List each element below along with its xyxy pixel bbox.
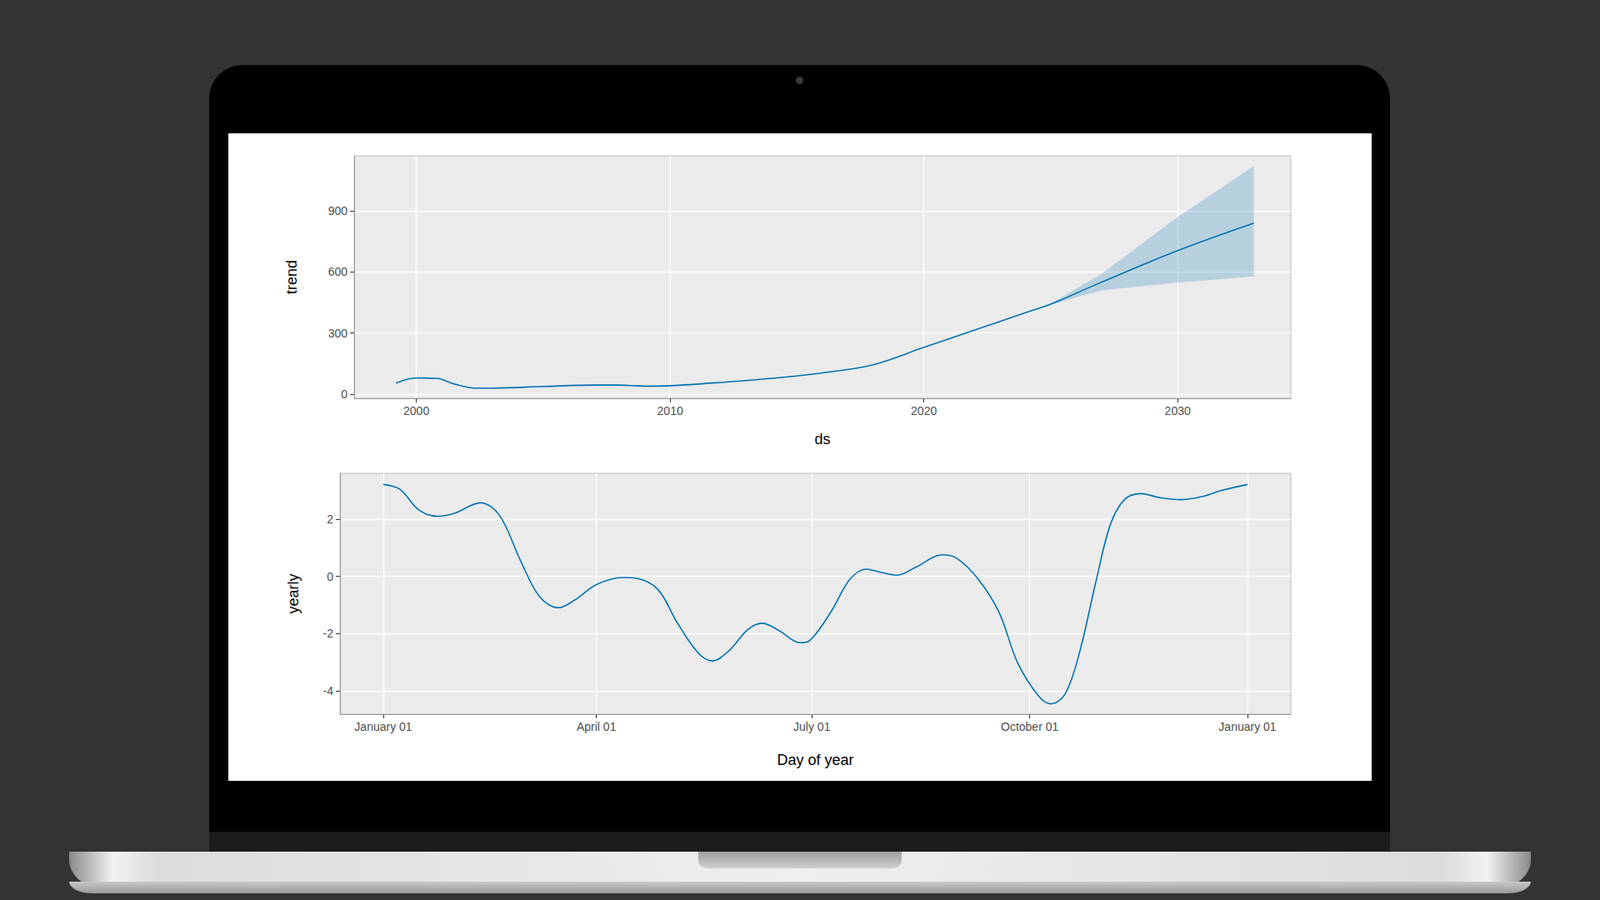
svg-text:900: 900 [328, 204, 349, 218]
svg-text:July 01: July 01 [793, 720, 831, 734]
svg-text:-2: -2 [323, 626, 335, 640]
svg-text:-4: -4 [323, 684, 335, 698]
svg-text:600: 600 [328, 265, 349, 279]
svg-text:ds: ds [814, 430, 830, 448]
svg-text:yearly: yearly [285, 573, 302, 614]
svg-text:April 01: April 01 [576, 720, 617, 734]
svg-text:January 01: January 01 [1218, 720, 1276, 734]
svg-text:0: 0 [326, 570, 334, 584]
svg-text:2000: 2000 [403, 404, 430, 418]
svg-text:trend: trend [283, 260, 300, 295]
svg-text:2020: 2020 [910, 404, 937, 418]
svg-text:2010: 2010 [657, 404, 684, 418]
svg-text:January 01: January 01 [354, 720, 412, 734]
svg-text:Day of year: Day of year [776, 751, 854, 769]
svg-text:0: 0 [340, 387, 348, 401]
svg-text:2030: 2030 [1165, 404, 1191, 418]
svg-text:300: 300 [328, 326, 349, 340]
svg-text:2: 2 [326, 512, 334, 526]
svg-text:October 01: October 01 [1000, 720, 1059, 734]
